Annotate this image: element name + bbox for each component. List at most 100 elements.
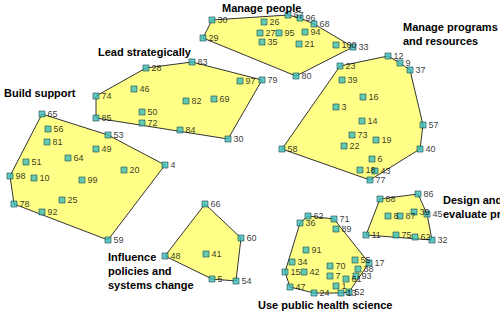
svg-text:Manage programs: Manage programs	[403, 21, 498, 33]
svg-text:39: 39	[347, 75, 357, 85]
svg-text:Build support: Build support	[4, 87, 76, 99]
svg-text:6: 6	[377, 154, 382, 164]
svg-text:70: 70	[335, 261, 345, 271]
svg-text:52: 52	[354, 287, 364, 297]
svg-text:48: 48	[170, 251, 180, 261]
svg-text:62: 62	[313, 211, 323, 221]
svg-text:19: 19	[381, 135, 391, 145]
svg-text:16: 16	[368, 92, 378, 102]
svg-text:12: 12	[393, 51, 403, 61]
svg-text:93: 93	[361, 271, 371, 281]
svg-text:18: 18	[365, 165, 375, 175]
svg-text:88: 88	[385, 194, 395, 204]
svg-text:89: 89	[341, 224, 351, 234]
svg-text:82: 82	[191, 96, 201, 106]
svg-text:74: 74	[101, 91, 111, 101]
svg-text:Use public health science: Use public health science	[258, 299, 393, 311]
svg-text:64: 64	[73, 153, 83, 163]
svg-text:10: 10	[39, 173, 49, 183]
svg-text:79: 79	[267, 75, 277, 85]
svg-text:68: 68	[319, 19, 329, 29]
svg-text:26: 26	[269, 17, 279, 27]
svg-text:95: 95	[284, 28, 294, 38]
svg-text:14: 14	[367, 116, 377, 126]
svg-text:53: 53	[113, 130, 123, 140]
svg-text:75: 75	[401, 230, 411, 240]
svg-text:72: 72	[147, 118, 157, 128]
svg-text:Manage people: Manage people	[222, 2, 301, 14]
svg-text:54: 54	[241, 276, 251, 286]
svg-text:99: 99	[87, 175, 97, 185]
svg-text:91: 91	[311, 245, 321, 255]
svg-text:86: 86	[423, 189, 433, 199]
svg-text:58: 58	[287, 144, 297, 154]
svg-text:23: 23	[345, 61, 355, 71]
svg-text:100: 100	[341, 40, 356, 50]
svg-text:8: 8	[393, 211, 398, 221]
svg-text:35: 35	[267, 37, 277, 47]
svg-text:and resources: and resources	[403, 35, 478, 47]
svg-text:61: 61	[351, 274, 361, 284]
svg-text:37: 37	[415, 65, 425, 75]
svg-text:33: 33	[358, 42, 368, 52]
svg-text:49: 49	[101, 144, 111, 154]
svg-text:66: 66	[210, 199, 220, 209]
svg-text:85: 85	[101, 113, 111, 123]
svg-text:28: 28	[151, 63, 161, 73]
svg-text:9: 9	[405, 58, 410, 68]
svg-text:30: 30	[233, 134, 243, 144]
svg-text:45: 45	[432, 209, 442, 219]
svg-text:62: 62	[420, 232, 430, 242]
svg-text:3: 3	[341, 102, 346, 112]
svg-text:65: 65	[47, 109, 57, 119]
svg-text:42: 42	[309, 267, 319, 277]
svg-text:97: 97	[245, 76, 255, 86]
svg-text:34: 34	[297, 257, 307, 267]
svg-text:24: 24	[319, 288, 329, 298]
svg-text:69: 69	[219, 94, 229, 104]
svg-text:22: 22	[349, 141, 359, 151]
svg-text:25: 25	[67, 195, 77, 205]
svg-text:17: 17	[374, 258, 384, 268]
svg-text:83: 83	[197, 57, 207, 67]
svg-text:46: 46	[139, 84, 149, 94]
svg-text:92: 92	[47, 207, 57, 217]
svg-text:Influence: Influence	[108, 251, 156, 263]
svg-text:4: 4	[170, 160, 175, 170]
svg-text:15: 15	[290, 267, 300, 277]
svg-text:policies and: policies and	[108, 265, 172, 277]
svg-text:39: 39	[419, 207, 429, 217]
svg-text:57: 57	[428, 120, 438, 130]
svg-text:32: 32	[437, 235, 447, 245]
svg-text:41: 41	[211, 249, 221, 259]
svg-text:73: 73	[357, 130, 367, 140]
svg-text:40: 40	[425, 144, 435, 154]
svg-text:60: 60	[246, 233, 256, 243]
svg-text:5: 5	[217, 274, 222, 284]
svg-text:96: 96	[305, 13, 315, 23]
svg-text:98: 98	[15, 171, 25, 181]
svg-text:7: 7	[335, 271, 340, 281]
svg-text:11: 11	[371, 230, 380, 240]
svg-text:evaluate programs: evaluate programs	[443, 208, 500, 220]
svg-text:81: 81	[52, 137, 62, 147]
svg-text:80: 80	[301, 71, 311, 81]
svg-text:50: 50	[147, 107, 157, 117]
svg-text:71: 71	[339, 214, 349, 224]
svg-text:94: 94	[310, 27, 320, 37]
svg-text:87: 87	[405, 211, 415, 221]
svg-text:20: 20	[129, 165, 139, 175]
svg-text:30: 30	[217, 15, 227, 25]
svg-text:Lead strategically: Lead strategically	[98, 46, 192, 58]
svg-text:59: 59	[113, 235, 123, 245]
svg-text:29: 29	[208, 33, 218, 43]
svg-text:47: 47	[295, 282, 305, 292]
svg-text:77: 77	[375, 175, 385, 185]
svg-text:Design and: Design and	[443, 194, 500, 206]
svg-text:21: 21	[304, 39, 314, 49]
svg-text:84: 84	[185, 125, 195, 135]
svg-text:systems change: systems change	[108, 279, 194, 291]
svg-text:56: 56	[53, 124, 63, 134]
svg-text:51: 51	[31, 157, 41, 167]
svg-text:78: 78	[19, 199, 29, 209]
